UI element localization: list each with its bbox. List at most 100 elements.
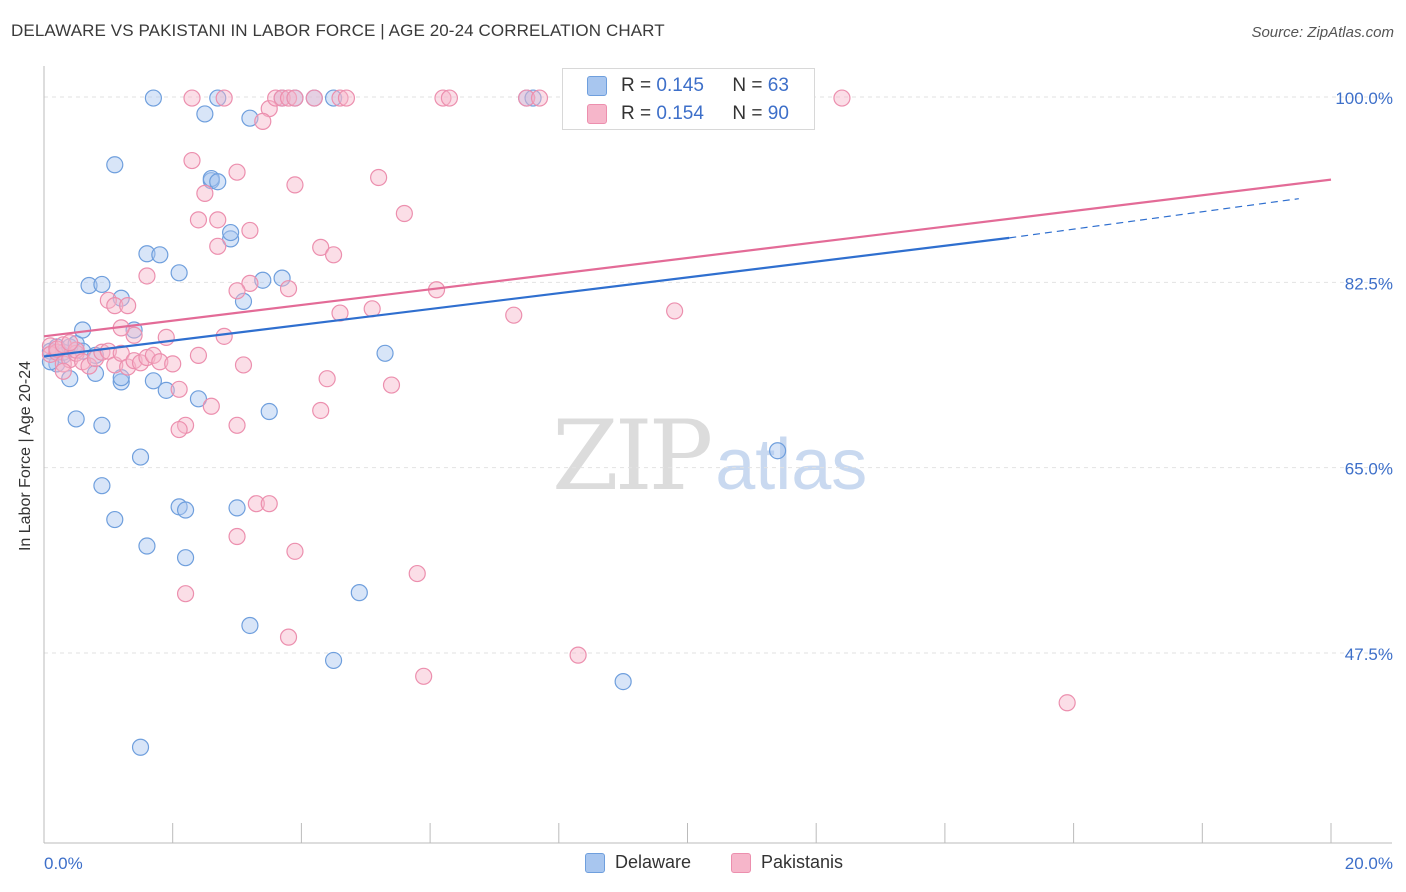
delaware-trend-extension [1009, 198, 1299, 239]
data-point [183, 151, 201, 170]
data-point [202, 397, 220, 415]
data-point [505, 306, 523, 324]
data-point [234, 292, 253, 310]
stats-row-pakistanis: R = 0.154 N = 90 [587, 102, 789, 126]
data-point [125, 326, 143, 344]
watermark-atlas: atlas [715, 425, 868, 505]
data-point [125, 352, 143, 370]
data-point [260, 495, 278, 513]
data-point [93, 416, 111, 434]
pakistani-swatch [731, 852, 751, 873]
data-point [151, 246, 169, 264]
data-point [144, 372, 162, 390]
data-point [286, 89, 304, 107]
r-label: R = [621, 103, 657, 124]
tick-labels: 47.5% 65.0% 82.5% 100.0% 0.0% 20.0% [44, 89, 1393, 873]
data-point [279, 280, 298, 298]
data-point [189, 211, 208, 229]
legend-label: Pakistanis [761, 852, 844, 872]
data-point [138, 537, 156, 555]
y-tick-label: 82.5% [1345, 274, 1393, 293]
data-point [376, 344, 394, 362]
data-point [183, 89, 201, 107]
data-point [395, 204, 413, 223]
data-point [170, 420, 188, 439]
data-point [370, 168, 388, 187]
legend-item-delaware[interactable]: Delaware [585, 852, 691, 873]
data-point [157, 381, 175, 399]
data-point [279, 628, 298, 646]
r-value: 0.154 [656, 103, 704, 124]
r-value: 0.145 [656, 75, 704, 96]
data-point [119, 297, 137, 315]
data-point [209, 173, 227, 191]
data-point [164, 355, 182, 373]
data-point [189, 390, 208, 408]
data-point [415, 667, 433, 685]
data-point [176, 501, 195, 519]
data-point [138, 267, 156, 285]
data-point [209, 237, 227, 255]
data-point [151, 353, 169, 371]
data-point [176, 549, 195, 567]
chart-title: DELAWARE VS PAKISTANI IN LABOR FORCE | A… [11, 21, 665, 40]
data-point [228, 527, 246, 546]
data-point [286, 542, 304, 560]
data-point [170, 264, 188, 282]
n-label: N = [732, 75, 768, 96]
data-point [196, 105, 214, 123]
data-point [170, 380, 188, 398]
data-point [382, 376, 401, 394]
pakistani-points [41, 89, 1076, 712]
data-point [279, 89, 298, 107]
data-point [666, 302, 684, 320]
data-point [112, 344, 130, 362]
data-point [138, 245, 156, 263]
data-point [273, 89, 291, 107]
r-label: R = [621, 75, 657, 96]
data-point [337, 89, 356, 107]
source-label[interactable]: Source: ZipAtlas.com [1251, 24, 1394, 41]
data-point [189, 346, 208, 365]
data-point [144, 89, 162, 107]
data-point [93, 477, 111, 495]
data-point [524, 89, 542, 107]
data-point [324, 651, 343, 670]
legend-label: Delaware [615, 852, 692, 872]
n-label: N = [732, 103, 768, 124]
data-point [273, 269, 291, 287]
data-point [67, 410, 85, 428]
data-point [768, 442, 787, 460]
data-point [569, 646, 587, 664]
data-point [833, 89, 851, 107]
data-point [209, 89, 227, 107]
pakistani-swatch [587, 104, 607, 124]
data-point [222, 230, 240, 248]
data-point [176, 585, 195, 603]
zipatlas-watermark: ZIPatlas [552, 400, 867, 512]
data-point [80, 276, 98, 295]
data-point [324, 89, 343, 107]
legend-item-pakistanis[interactable]: Pakistanis [731, 852, 843, 873]
data-point [530, 89, 549, 107]
data-point [106, 297, 124, 315]
stats-row-delaware: R = 0.145 N = 63 [587, 74, 789, 98]
grid-lines [44, 96, 1392, 654]
data-point [222, 223, 240, 242]
data-point [241, 274, 259, 292]
x-tick-label: 20.0% [1345, 854, 1393, 873]
n-value: 90 [767, 103, 789, 124]
data-point [241, 109, 259, 127]
data-point [260, 402, 278, 421]
data-point [312, 238, 330, 256]
data-point [138, 348, 156, 367]
x-tick-label: 0.0% [44, 854, 83, 873]
delaware-swatch [587, 76, 607, 96]
data-point [106, 510, 124, 529]
stats-legend: R = 0.145 N = 63 R = 0.154 N = 90 [562, 68, 815, 130]
axes [43, 66, 1392, 844]
data-point [350, 584, 368, 602]
y-tick-label: 47.5% [1345, 645, 1393, 664]
data-point [61, 334, 79, 352]
data-point [228, 282, 246, 300]
